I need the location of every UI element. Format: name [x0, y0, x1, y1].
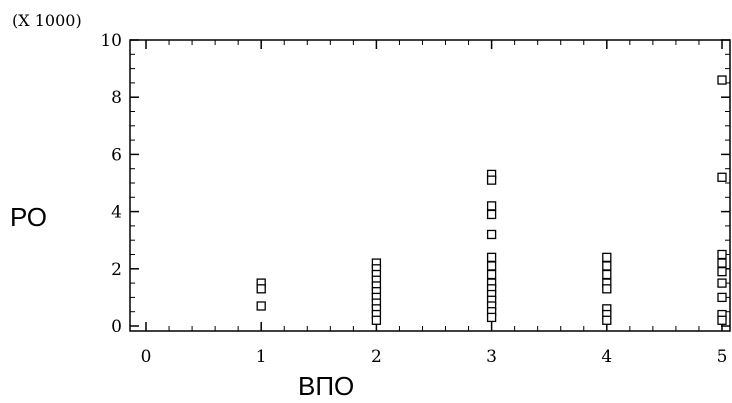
- data-point: [602, 261, 612, 271]
- y-tick-label: 4: [111, 203, 122, 223]
- data-point: [717, 172, 727, 182]
- data-point: [256, 284, 266, 294]
- data-point: [486, 209, 497, 220]
- data-point: [717, 75, 727, 85]
- data-point: [486, 201, 497, 211]
- data-point: [371, 315, 382, 325]
- y-multiplier-label: (X 1000): [12, 11, 82, 30]
- data-point: [717, 292, 727, 303]
- plot-frame: [129, 39, 731, 332]
- data-point: [602, 269, 612, 280]
- x-tick-label: 4: [601, 347, 612, 367]
- x-axis: 0 1 2 3 4 5: [141, 40, 728, 367]
- y-tick-label: 6: [111, 145, 122, 165]
- y-tick-label: 8: [111, 88, 122, 108]
- data-point: [602, 284, 612, 294]
- data-point: [486, 175, 497, 185]
- data-point: [717, 315, 727, 325]
- x-axis-title: ВПО: [298, 371, 354, 401]
- x-tick-label: 5: [717, 347, 728, 367]
- y-tick-label: 2: [111, 260, 122, 280]
- data-points: [256, 75, 727, 325]
- data-point: [717, 278, 727, 288]
- data-point: [486, 261, 497, 271]
- y-tick-label: 0: [111, 317, 122, 337]
- data-point: [717, 258, 727, 268]
- data-point: [486, 229, 497, 240]
- data-point: [602, 315, 612, 325]
- x-tick-label: 3: [486, 347, 497, 367]
- y-axis-title: РО: [10, 202, 47, 232]
- x-tick-label: 1: [256, 347, 267, 367]
- data-point: [256, 301, 266, 311]
- y-tick-label: 10: [100, 31, 122, 51]
- data-point: [717, 267, 727, 277]
- data-point: [602, 252, 612, 263]
- data-point: [486, 269, 497, 280]
- y-axis: 0 2 4 6 8 10: [100, 31, 730, 337]
- data-point: [486, 312, 497, 323]
- x-tick-label: 0: [141, 347, 152, 367]
- data-point: [717, 249, 727, 260]
- x-tick-label: 2: [371, 347, 382, 367]
- data-point: [486, 252, 497, 263]
